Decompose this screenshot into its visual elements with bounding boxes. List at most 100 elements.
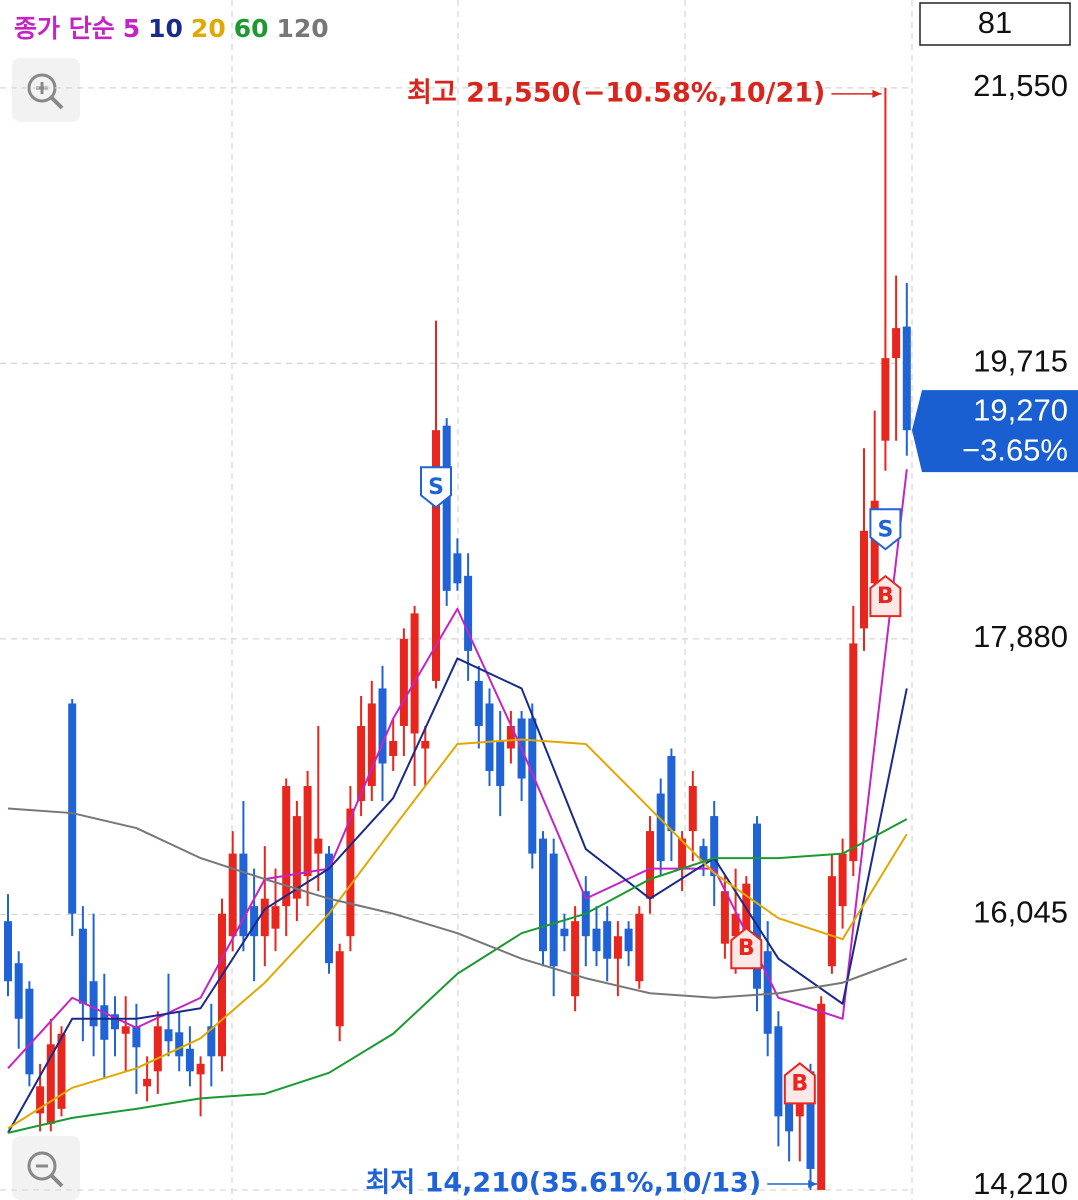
- legend-entry: 10: [148, 14, 183, 43]
- candle-body: [613, 936, 622, 959]
- candle-body: [795, 1101, 804, 1117]
- candle-body: [506, 725, 515, 749]
- legend-entry: 60: [234, 14, 269, 43]
- candle-body: [239, 853, 248, 937]
- candle-body: [314, 838, 323, 854]
- legend: 종가 단순 5 10 20 60 120: [14, 14, 329, 43]
- y-tick-label: 16,045: [973, 895, 1068, 930]
- signal-marker: [783, 1062, 816, 1105]
- candle-body: [667, 756, 676, 832]
- candle-body: [282, 786, 291, 907]
- candle-body: [827, 876, 836, 967]
- ma-line: [7, 807, 908, 999]
- signal-marker: [869, 508, 902, 551]
- candle-body: [656, 793, 665, 862]
- candle-body: [121, 1026, 130, 1034]
- candle-body: [260, 898, 269, 937]
- zoom-in[interactable]: [12, 58, 80, 122]
- candle-body: [4, 921, 12, 982]
- y-tick-label: 14,210: [973, 1166, 1068, 1200]
- candle-body: [870, 500, 879, 584]
- annotation-arrowhead: [808, 1179, 818, 1188]
- candle-body: [442, 425, 451, 591]
- signal-label: B: [738, 936, 755, 961]
- current-price-label: 19,270: [973, 392, 1068, 427]
- candle-body: [592, 928, 601, 952]
- candle-body: [271, 906, 280, 929]
- candle-body: [892, 328, 901, 359]
- candle-body: [432, 430, 440, 681]
- signal-marker: [730, 926, 763, 970]
- legend-title: 종가 단순: [14, 14, 115, 43]
- signal-label: S: [877, 517, 893, 542]
- y-tick-label: 21,550: [973, 68, 1068, 103]
- candle-body: [528, 718, 537, 854]
- candle-body: [496, 740, 505, 787]
- candle-body: [175, 1032, 184, 1057]
- candle-body: [228, 853, 237, 937]
- candle-body: [646, 831, 654, 899]
- candle-body: [603, 921, 612, 959]
- candle-body: [753, 823, 761, 989]
- candle-body: [367, 703, 376, 787]
- signal-label: B: [877, 584, 894, 609]
- candle-body: [335, 951, 344, 1027]
- low-note: 최저 14,210(35.61%,10/13): [366, 1167, 762, 1198]
- candle-body: [196, 1063, 205, 1075]
- candle-body: [571, 921, 580, 997]
- candle-body: [25, 988, 34, 1075]
- candle-body: [153, 1026, 162, 1072]
- y-tick-label: 19,715: [973, 344, 1068, 379]
- signal-marker: [869, 574, 902, 618]
- candle-body: [731, 913, 740, 937]
- signal-label: B: [791, 1071, 808, 1096]
- candle-body: [132, 1026, 141, 1048]
- candle-body: [410, 613, 419, 734]
- current-price-tag: [912, 390, 1078, 473]
- candle-body: [399, 638, 408, 726]
- candle-body: [817, 1003, 826, 1190]
- candle-body: [720, 891, 729, 944]
- candle-body: [549, 853, 558, 967]
- candle-body: [46, 1044, 55, 1124]
- plot-frame: [231, 0, 913, 1200]
- candle-body: [68, 703, 77, 914]
- candle-body: [185, 1048, 194, 1072]
- candle-body: [881, 358, 890, 441]
- candle-body: [678, 838, 687, 869]
- candle-body: [860, 530, 868, 629]
- candle-body: [111, 1014, 119, 1030]
- candle-body: [143, 1078, 152, 1087]
- candle-body: [902, 326, 911, 431]
- candle-body: [539, 838, 547, 952]
- candle-body: [250, 906, 259, 937]
- candle-body: [474, 680, 483, 726]
- candle-body: [14, 963, 23, 1019]
- candle-body: [763, 951, 772, 1034]
- ma-line: [7, 738, 908, 1130]
- legend-entry: 20: [191, 14, 226, 43]
- candle-body: [849, 643, 858, 862]
- top-box: [919, 2, 1071, 46]
- candle-body: [100, 1005, 109, 1040]
- signal-marker: [420, 466, 452, 509]
- candle-body: [357, 725, 366, 802]
- candle-body: [207, 1026, 216, 1057]
- ma-line: [7, 818, 908, 1134]
- candle-body: [688, 786, 697, 832]
- candle-body: [699, 846, 708, 862]
- zoom-out[interactable]: [12, 1136, 80, 1200]
- candle-body: [485, 703, 494, 772]
- candle-body: [464, 575, 473, 651]
- candle-body: [78, 928, 87, 1004]
- candle-body: [635, 913, 644, 982]
- candle-body: [785, 1101, 794, 1132]
- candle-body: [806, 1071, 815, 1169]
- candle-body: [378, 688, 387, 764]
- candle-body: [421, 740, 430, 749]
- y-tick-label: 17,880: [973, 619, 1068, 654]
- candle-body: [346, 808, 355, 937]
- top-box-label: 81: [978, 5, 1012, 40]
- candle-body: [560, 928, 569, 937]
